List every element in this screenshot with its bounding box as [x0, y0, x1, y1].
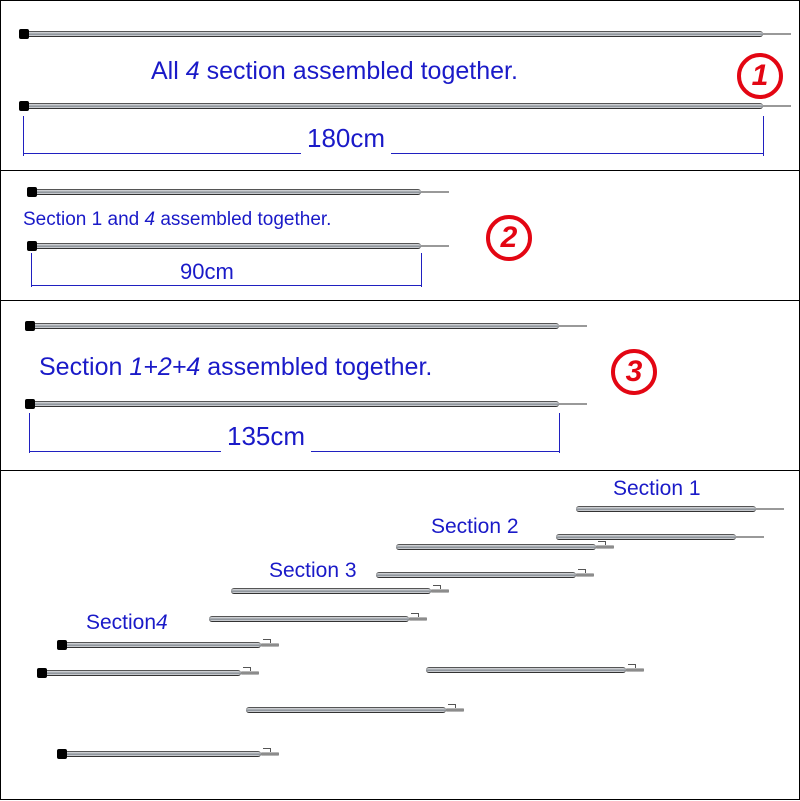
dim-line-2 — [31, 285, 421, 286]
dim-tick-right-3 — [559, 413, 560, 453]
section-2-pole-b — [376, 572, 576, 578]
step-badge-3: 3 — [611, 349, 657, 395]
panel2-desc-suffix: assembled together. — [155, 209, 331, 230]
section-2-pole-a — [396, 544, 596, 550]
panel-4: Section 1 Section 2 Section 3 Section4 — [1, 471, 799, 801]
diagram-container: All 4 section assembled together. 180cm … — [0, 0, 800, 800]
lower-pole-1 — [426, 667, 626, 673]
section4-italic: 4 — [156, 611, 168, 634]
section-3-pole-a — [231, 588, 431, 594]
section-1-label: Section 1 — [613, 477, 701, 501]
dim-tick-left-2 — [31, 253, 32, 287]
section-4-pole-a — [61, 642, 261, 648]
panel-1: All 4 section assembled together. 180cm … — [1, 1, 799, 171]
pole-assembled-90-b — [31, 243, 421, 249]
section-3-label: Section 3 — [269, 559, 357, 583]
section-1-pole-a — [576, 506, 756, 512]
dim-tick-right-2 — [421, 253, 422, 287]
dim-tick-left-1 — [23, 116, 24, 156]
dim-tick-right-1 — [763, 116, 764, 156]
lower-pole-2 — [246, 707, 446, 713]
panel3-desc-suffix: assembled together. — [207, 353, 432, 381]
panel-3: Section 1+2+4 assembled together. 135cm … — [1, 301, 799, 471]
panel1-desc-suffix: section assembled together. — [200, 57, 518, 85]
panel1-desc-prefix: All — [151, 57, 186, 85]
dim-line-1 — [23, 153, 763, 154]
lower-pole-3 — [61, 751, 261, 757]
pole-assembled-135-a — [29, 323, 559, 329]
section-2-label: Section 2 — [431, 515, 519, 539]
section-4-label: Section4 — [86, 611, 168, 635]
pole-assembled-135-b — [29, 401, 559, 407]
section4-prefix: Section — [86, 611, 156, 634]
dim-label-3: 135cm — [221, 421, 311, 452]
section-4-pole-b — [41, 670, 241, 676]
panel-3-description: Section 1+2+4 assembled together. — [39, 353, 432, 382]
dim-label-1: 180cm — [301, 123, 391, 154]
pole-assembled-180-a — [23, 31, 763, 37]
step-badge-1: 1 — [737, 53, 783, 99]
panel-2: Section 1 and 4 assembled together. 90cm… — [1, 171, 799, 301]
dim-label-2: 90cm — [176, 259, 238, 285]
panel3-desc-italic: 1+2+4 — [129, 353, 207, 381]
step-badge-2: 2 — [486, 215, 532, 261]
dim-tick-left-3 — [29, 413, 30, 453]
section-1-pole-b — [556, 534, 736, 540]
panel1-desc-italic: 4 — [186, 57, 200, 85]
pole-assembled-90-a — [31, 189, 421, 195]
panel-1-description: All 4 section assembled together. — [151, 57, 518, 86]
panel2-desc-prefix: Section 1 and — [23, 209, 144, 230]
panel3-desc-prefix: Section — [39, 353, 129, 381]
pole-assembled-180-b — [23, 103, 763, 109]
section-3-pole-b — [209, 616, 409, 622]
panel2-desc-italic: 4 — [144, 209, 155, 230]
panel-2-description: Section 1 and 4 assembled together. — [23, 209, 331, 231]
